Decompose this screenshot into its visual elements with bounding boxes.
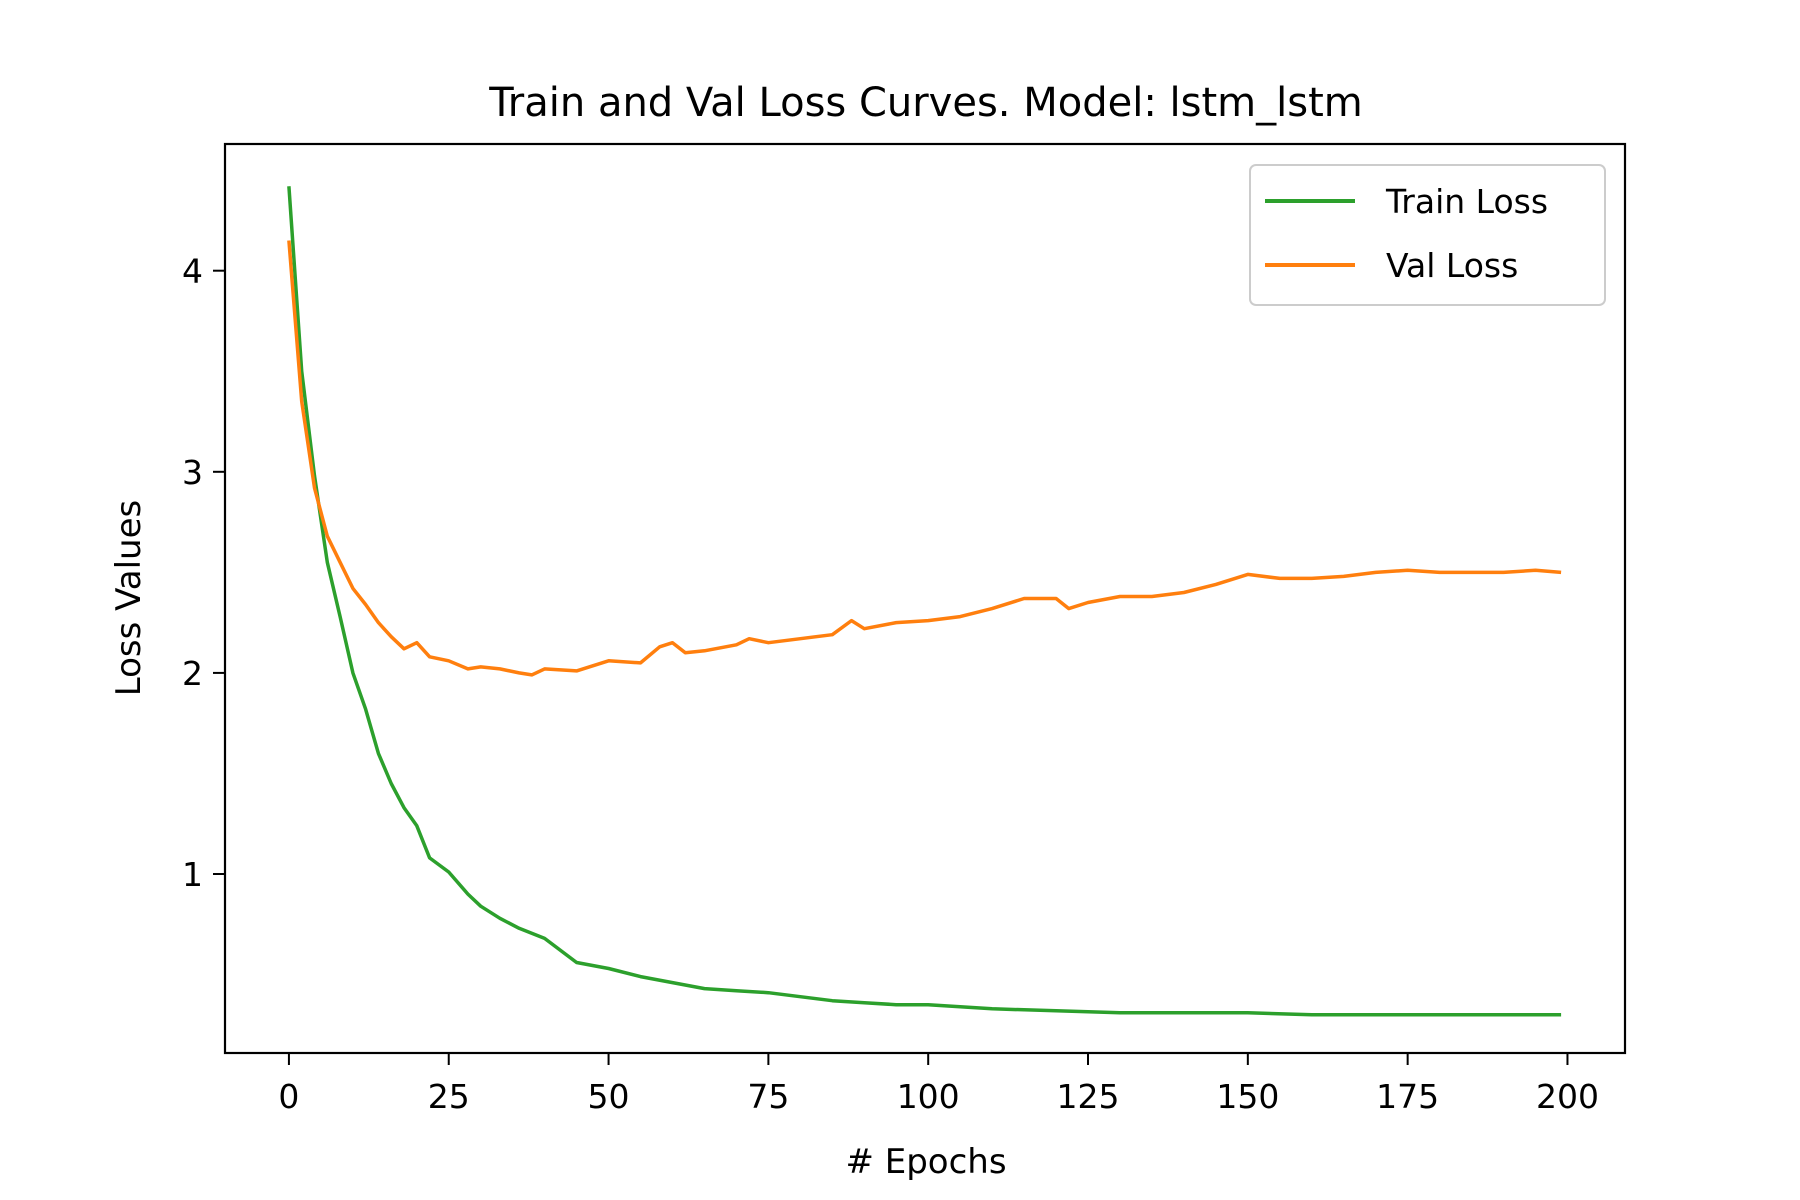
y-tick-label: 3 [182,453,203,492]
plot-frame [223,142,1627,1055]
x-tick-label: 25 [428,1077,470,1116]
val-loss-line [287,240,1562,677]
series-layer [287,186,1562,1017]
legend-label-val: Val Loss [1386,246,1518,285]
legend-label-train: Train Loss [1385,182,1548,221]
x-tick-label: 0 [278,1077,299,1116]
y-tick-label: 2 [182,654,203,693]
train-loss-line [287,186,1562,1017]
x-tick-label: 125 [1057,1077,1120,1116]
x-tick-label: 50 [588,1077,630,1116]
y-tick-label: 4 [182,252,203,291]
y-axis: 1 2 3 4 [182,252,225,894]
y-axis-label: Loss Values [109,500,149,696]
y-tick-label: 1 [182,855,203,894]
x-tick-label: 200 [1536,1077,1599,1116]
x-tick-label: 150 [1216,1077,1279,1116]
x-axis-label: # Epochs [845,1142,1006,1182]
chart-title: Train and Val Loss Curves. Model: lstm_l… [488,80,1362,126]
x-tick-label: 175 [1376,1077,1439,1116]
x-axis: 0 25 50 75 100 125 150 175 200 [278,1053,1599,1116]
x-tick-label: 100 [897,1077,960,1116]
x-tick-label: 75 [747,1077,789,1116]
legend: Train Loss Val Loss [1249,164,1606,306]
